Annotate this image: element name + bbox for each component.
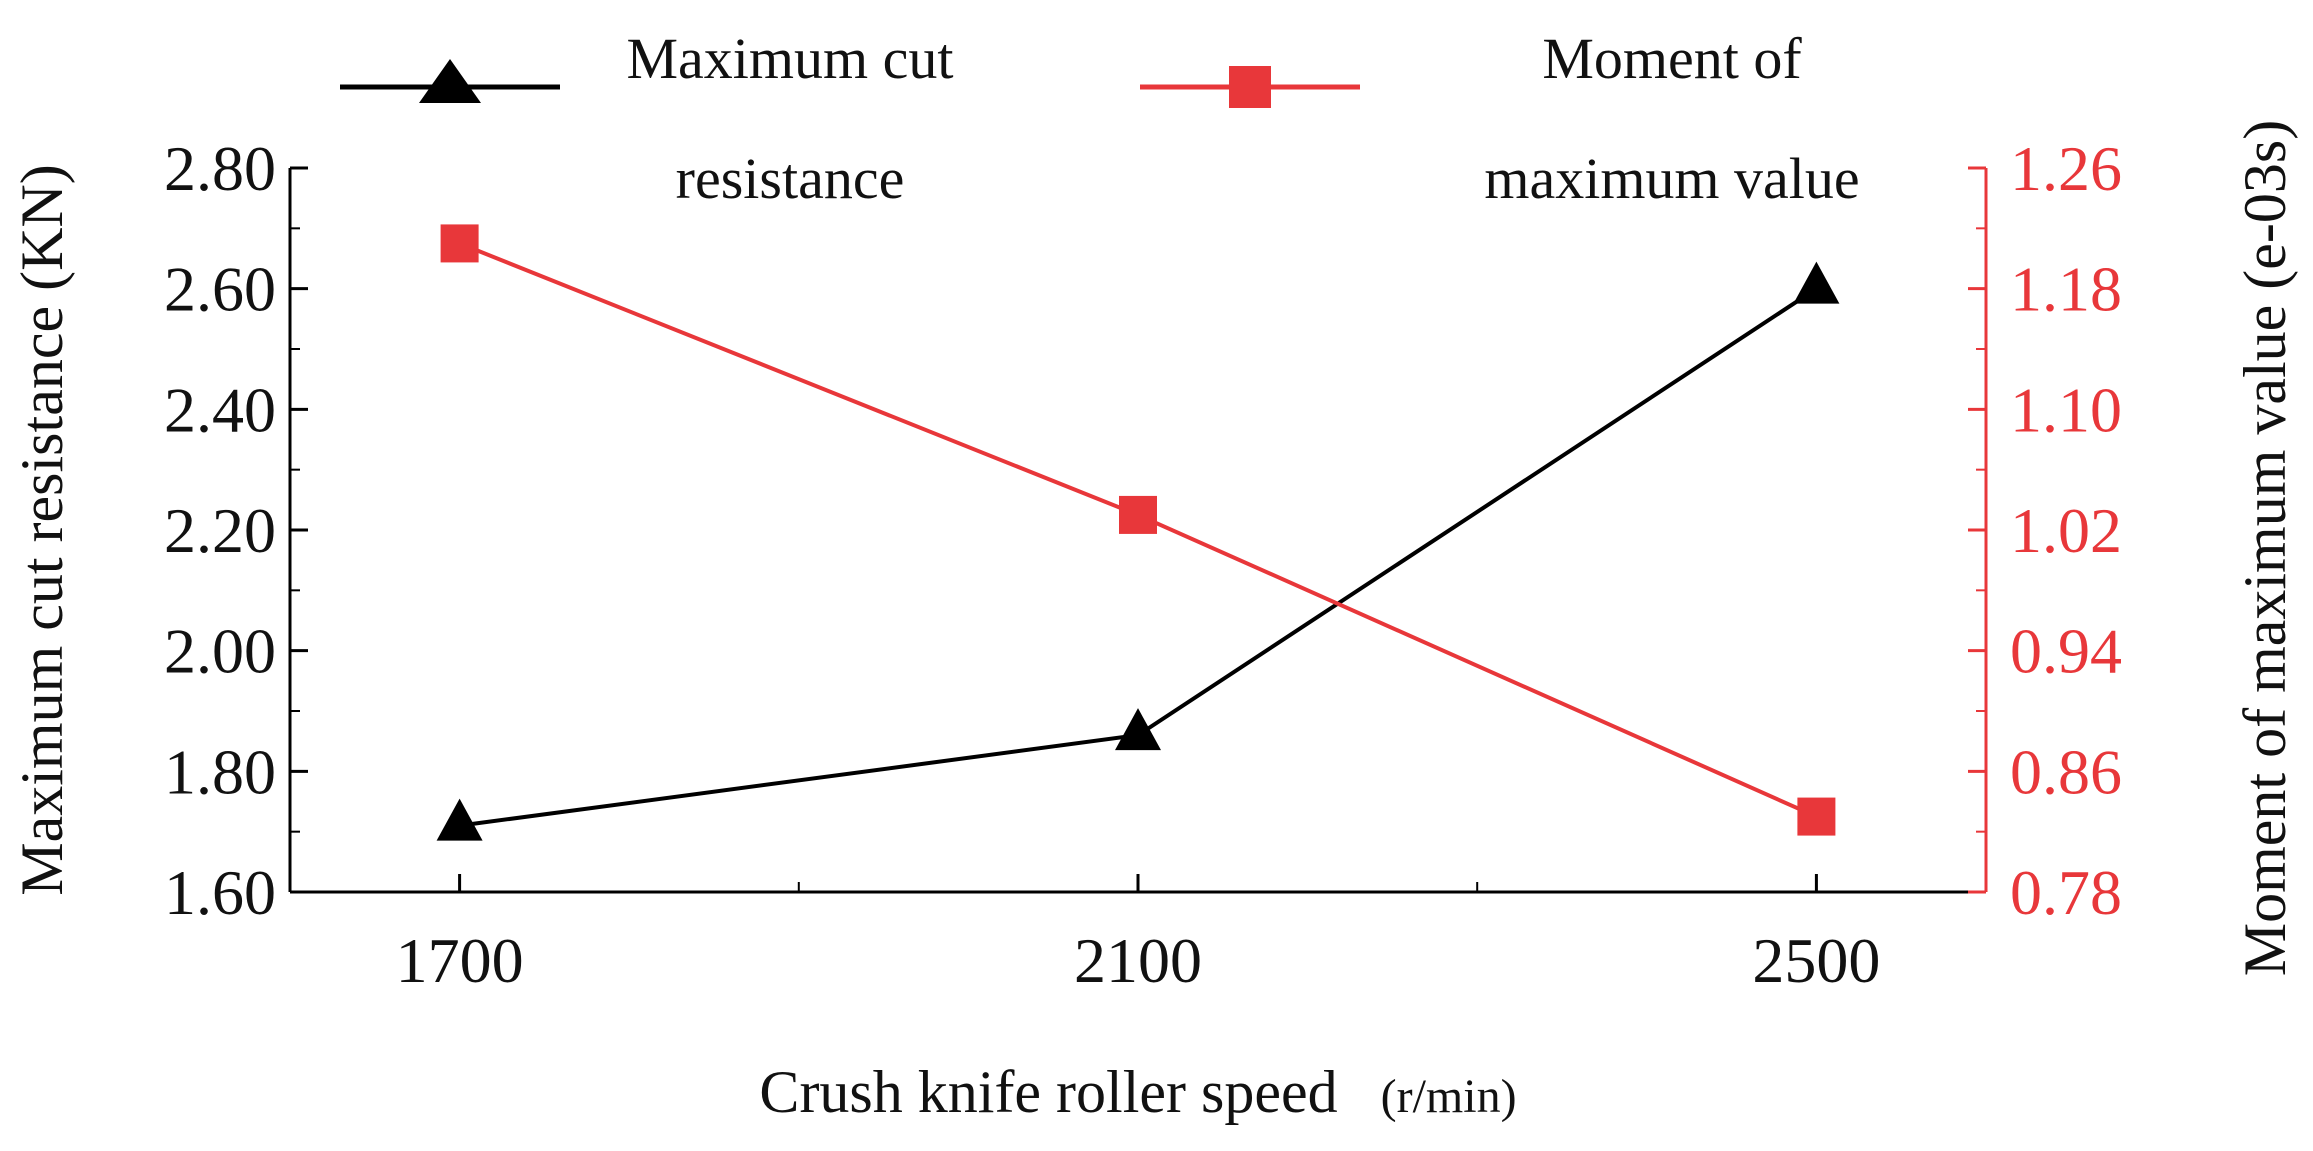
legend-marker-triangle — [419, 59, 481, 103]
right-y-tick-label: 1.10 — [2010, 374, 2122, 445]
legend-label-series-2-line-2: maximum value — [1484, 146, 1859, 211]
legend-label-series-1-line-1: Maximum cut — [626, 26, 953, 91]
legend-label-series-1-line-2: resistance — [676, 146, 905, 211]
x-axis-ticks: 1700 2100 2500 — [396, 874, 1880, 996]
series-1-point — [436, 798, 483, 841]
x-axis-unit: (r/min) — [1381, 1070, 1517, 1123]
left-y-tick-label: 2.60 — [164, 254, 276, 325]
x-tick-label: 2500 — [1752, 925, 1880, 996]
series-1-point — [1115, 708, 1161, 751]
series-2-point — [1119, 495, 1157, 534]
right-y-axis-title: Moment of maximum value (e-03s) — [2232, 120, 2298, 976]
series-2-point — [440, 224, 479, 263]
x-axis-title-text: Crush knife roller speed — [759, 1059, 1337, 1125]
legend-item-max-cut-resistance: Maximum cut resistance — [340, 26, 954, 211]
legend-item-moment-of-maximum-value: Moment of maximum value — [1140, 26, 1860, 211]
right-y-tick-label: 1.18 — [2010, 254, 2122, 325]
legend-marker-square — [1229, 66, 1271, 108]
right-y-axis-ticks: 0.78 0.86 0.94 1.02 1.10 1.18 1.26 — [1968, 133, 2122, 928]
x-tick-label: 2100 — [1074, 925, 1202, 996]
right-y-tick-label: 0.86 — [2010, 736, 2122, 807]
left-y-tick-label: 2.80 — [164, 133, 276, 204]
left-y-tick-label: 2.40 — [164, 374, 276, 445]
left-y-axis-ticks: 1.60 1.80 2.00 2.20 2.40 2.60 2.80 — [164, 133, 308, 928]
series-layer — [436, 224, 1840, 841]
left-y-tick-label: 1.60 — [164, 857, 276, 928]
left-y-tick-label: 2.00 — [164, 616, 276, 687]
right-y-tick-label: 1.26 — [2010, 133, 2122, 204]
right-y-tick-label: 0.94 — [2010, 616, 2122, 687]
right-y-tick-label: 1.02 — [2010, 495, 2122, 566]
x-tick-label: 1700 — [396, 925, 524, 996]
left-y-tick-label: 1.80 — [164, 736, 276, 807]
left-y-tick-label: 2.20 — [164, 495, 276, 566]
legend-label-series-2-line-1: Moment of — [1542, 26, 1802, 91]
right-y-tick-label: 0.78 — [2010, 857, 2122, 928]
legend: Maximum cut resistance Moment of maximum… — [340, 26, 1860, 211]
series-1-point — [1793, 261, 1840, 304]
left-y-axis-title: Maximum cut resistance (KN) — [9, 164, 75, 895]
series-2-point — [1797, 797, 1836, 836]
x-axis-title: Crush knife roller speed (r/min) — [759, 1059, 1516, 1125]
